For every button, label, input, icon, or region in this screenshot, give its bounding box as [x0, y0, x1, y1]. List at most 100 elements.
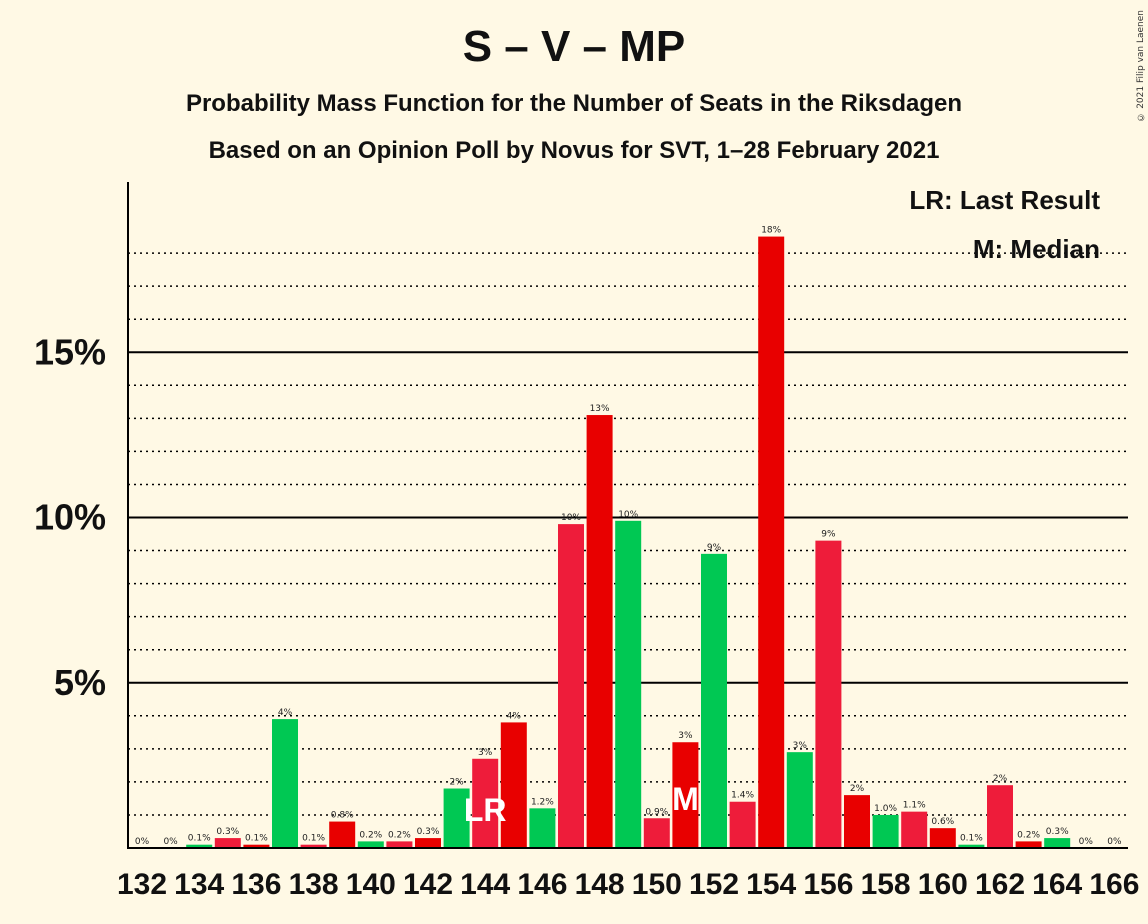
value-label-seat-166: 0%	[1107, 837, 1122, 847]
bar-seat-134	[186, 844, 213, 848]
value-label-seat-146: 1.2%	[531, 797, 554, 807]
value-label-seat-149: 10%	[618, 510, 638, 520]
x-tick-label: 158	[861, 868, 911, 901]
bar-seat-138	[300, 844, 327, 848]
bar-seat-144	[472, 758, 499, 848]
x-tick-label: 142	[403, 868, 453, 901]
x-axis-ticks: 132 134 136 138 140 142 144 146 148 150 152 154 156 1…	[117, 868, 1139, 901]
x-tick-label: 146	[517, 868, 567, 901]
x-tick-label: 154	[746, 868, 796, 901]
value-label-seat-159: 1.1%	[903, 801, 926, 811]
bar-seat-137	[272, 719, 298, 848]
bar-seat-156	[815, 540, 842, 848]
value-label-seat-148: 13%	[590, 404, 610, 414]
bar-seat-157	[844, 795, 870, 848]
bar-seat-163	[1015, 841, 1042, 848]
chart-subtitle-source: Based on an Opinion Poll by Novus for SV…	[208, 137, 940, 164]
value-label-seat-143: 2%	[449, 778, 464, 788]
bar-seat-160	[929, 828, 956, 848]
bar-seat-135	[214, 838, 241, 848]
x-tick-label: 132	[117, 868, 167, 901]
x-tick-label: 140	[346, 868, 396, 901]
chart-subtitle: Probability Mass Function for the Number…	[185, 90, 963, 117]
x-tick-label: 144	[460, 868, 510, 901]
value-label-seat-163: 0.2%	[1017, 830, 1040, 840]
value-label-seat-144: 3%	[478, 748, 493, 758]
bar-seat-148	[586, 415, 613, 848]
value-label-seat-135: 0.3%	[216, 827, 239, 837]
bar-seat-142	[415, 838, 441, 848]
bar-seat-136	[243, 844, 270, 848]
value-label-seat-153: 1.4%	[731, 791, 754, 801]
x-tick-label: 148	[575, 868, 625, 901]
bar-seat-140	[357, 841, 384, 848]
value-label-seat-138: 0.1%	[302, 834, 325, 844]
markers-group: LR M	[464, 781, 699, 828]
value-label-seat-150: 0.9%	[645, 807, 668, 817]
value-label-seat-142: 0.3%	[417, 827, 440, 837]
bar-seat-149	[615, 520, 642, 848]
value-label-seat-161: 0.1%	[960, 834, 983, 844]
x-tick-label: 164	[1032, 868, 1082, 901]
bar-seat-141	[386, 841, 413, 848]
x-tick-label: 166	[1089, 868, 1139, 901]
chart-title: S – V – MP	[462, 22, 686, 71]
bar-seat-151	[672, 742, 699, 848]
value-label-seat-165: 0%	[1079, 837, 1094, 847]
bar-seat-161	[958, 844, 985, 848]
last-result-marker: LR	[464, 792, 507, 828]
bar-seat-139	[329, 821, 356, 848]
bar-seat-159	[901, 811, 928, 848]
value-label-seat-145: 4%	[507, 711, 522, 721]
bar-seat-162	[987, 785, 1013, 848]
value-label-seat-152: 9%	[707, 543, 722, 553]
y-axis-ticks: 5% 10% 15%	[34, 331, 106, 703]
x-tick-label: 152	[689, 868, 739, 901]
x-tick-label: 138	[289, 868, 339, 901]
value-label-seat-139: 0.8%	[331, 811, 354, 821]
bar-seat-154	[758, 236, 785, 848]
bar-seat-152	[701, 553, 727, 848]
bar-seat-150	[643, 818, 670, 848]
value-label-seat-164: 0.3%	[1046, 827, 1069, 837]
bar-seat-158	[872, 814, 899, 848]
x-tick-label: 136	[231, 868, 281, 901]
x-tick-label: 150	[632, 868, 682, 901]
value-label-seat-136: 0.1%	[245, 834, 268, 844]
bar-seat-145	[500, 722, 527, 848]
value-label-seat-155: 3%	[793, 741, 808, 751]
value-label-seat-151: 3%	[678, 731, 693, 741]
bar-seat-153	[729, 801, 756, 848]
y-tick-label: 5%	[54, 662, 106, 703]
value-label-seat-160: 0.6%	[931, 817, 954, 827]
value-label-seat-156: 9%	[821, 530, 836, 540]
x-tick-label: 134	[174, 868, 224, 901]
legend-last-result: LR: Last Result	[909, 185, 1100, 215]
value-label-seat-154: 18%	[761, 226, 781, 236]
value-label-seat-162: 2%	[993, 774, 1008, 784]
y-tick-label: 10%	[34, 497, 106, 538]
bar-seat-155	[786, 752, 813, 848]
value-labels-group: 0% 0% 0.1% 0.3% 0.1% 4% 0.1% 0.8% 0.2% 0.2% 0.3% 2%…	[135, 226, 1122, 847]
y-tick-label: 15%	[34, 331, 106, 372]
bar-seat-146	[529, 808, 556, 848]
value-label-seat-132: 0%	[135, 837, 150, 847]
value-label-seat-133: 0%	[163, 837, 178, 847]
median-marker: M	[672, 781, 699, 817]
legend-median: M: Median	[973, 234, 1100, 264]
bar-seat-164	[1044, 838, 1071, 848]
value-label-seat-141: 0.2%	[388, 830, 411, 840]
value-label-seat-134: 0.1%	[188, 834, 211, 844]
x-tick-label: 162	[975, 868, 1025, 901]
bar-seat-143	[443, 788, 470, 848]
value-label-seat-157: 2%	[850, 784, 865, 794]
value-label-seat-158: 1.0%	[874, 804, 897, 814]
bar-seat-147	[558, 524, 584, 848]
x-tick-label: 156	[803, 868, 853, 901]
value-label-seat-137: 4%	[278, 708, 293, 718]
x-tick-label: 160	[918, 868, 968, 901]
legend: LR: Last Result M: Median	[909, 185, 1100, 264]
value-label-seat-140: 0.2%	[359, 830, 382, 840]
